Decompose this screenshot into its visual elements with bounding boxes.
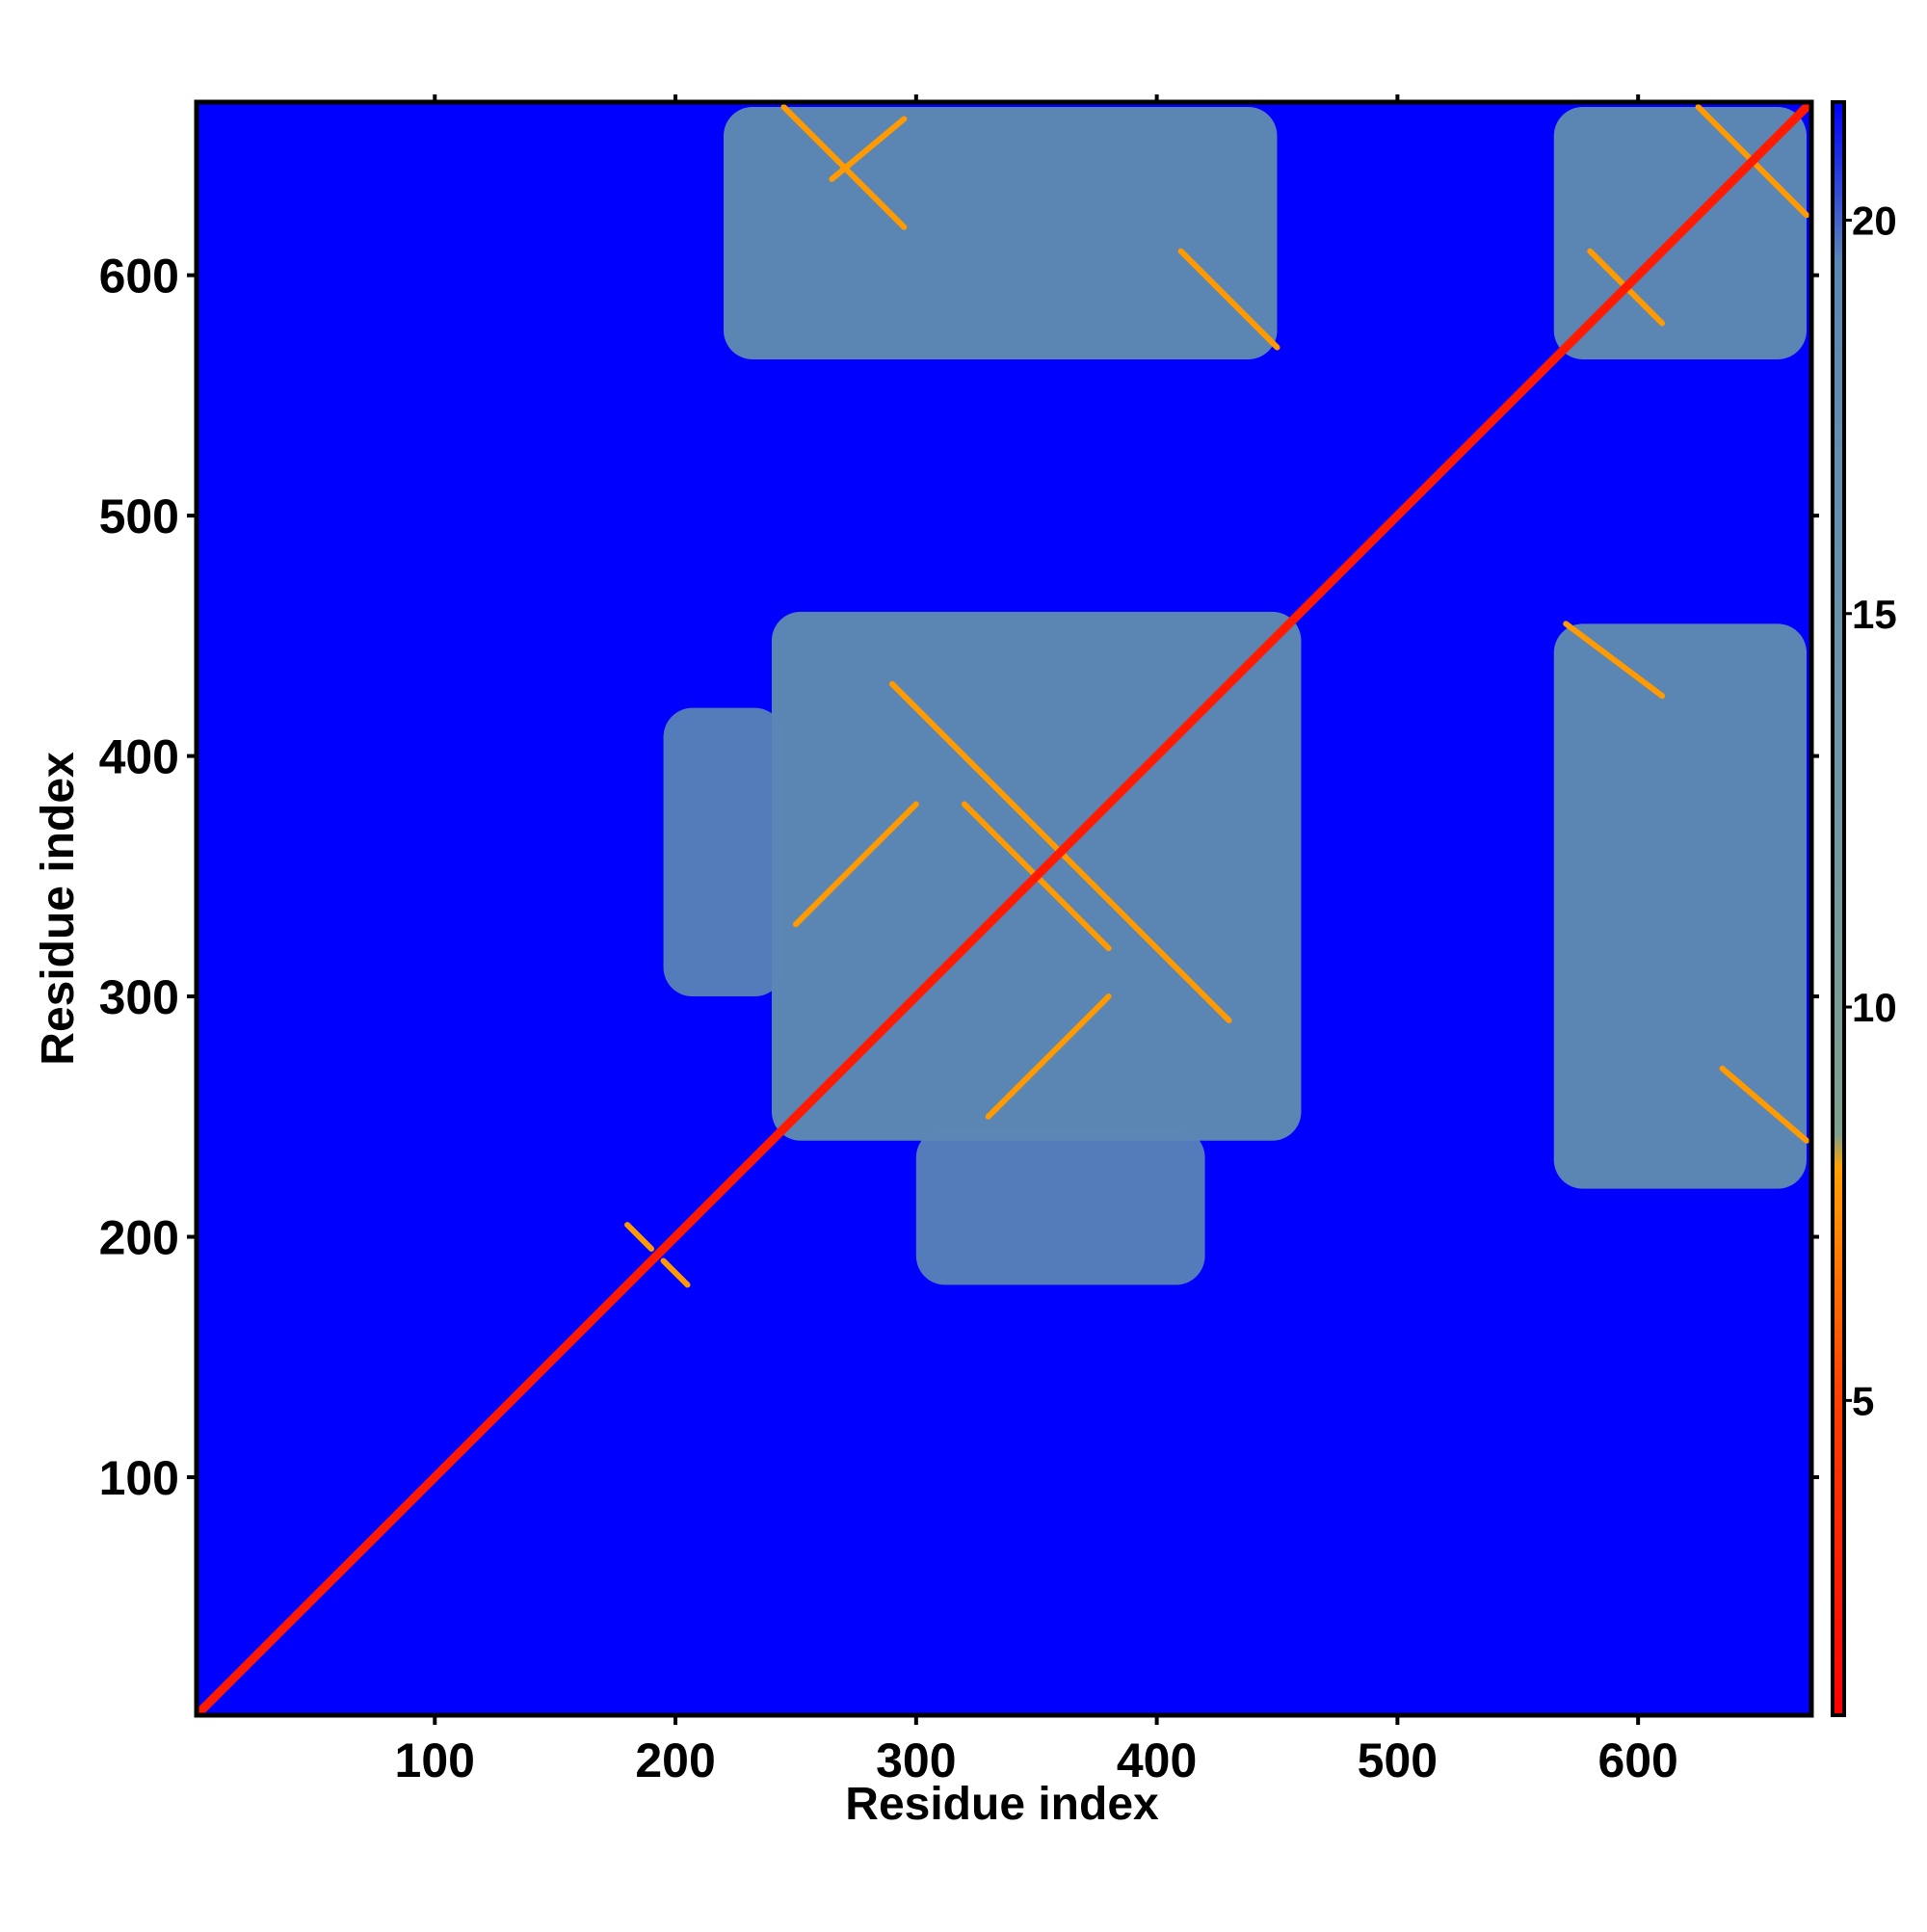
y-axis-label: Residue index [33, 752, 84, 1066]
plot-frame [194, 99, 1814, 1718]
colorbar-tick-label: 5 [1852, 1378, 1874, 1423]
heatmap-area [197, 102, 1811, 1715]
contact-region [663, 707, 784, 997]
contact-line [792, 801, 919, 928]
contact-region [1553, 623, 1808, 1189]
x-axis: 100 200 300 400 500 600 [395, 94, 1678, 1787]
x-axis-label: Residue index [845, 1779, 1159, 1830]
contact-line [660, 1257, 691, 1288]
contact-line [1719, 1065, 1810, 1144]
y-tick-label: 100 [99, 1451, 179, 1505]
y-tick-label: 400 [99, 730, 179, 784]
colorbar-tick-label: 10 [1852, 985, 1897, 1030]
colorbar-tick-label: 20 [1852, 198, 1897, 243]
y-tick-label: 300 [99, 970, 179, 1024]
x-tick-label: 500 [1358, 1734, 1438, 1787]
colorbar-scale [1831, 100, 1846, 1717]
contact-region [915, 1128, 1205, 1285]
contact-line [1563, 621, 1666, 700]
colorbar: 5 10 15 20 [1831, 100, 1897, 1717]
contact-line [1177, 248, 1280, 351]
colorbar-ticks: 5 10 15 20 [1844, 198, 1897, 1423]
diagonal-line [197, 102, 1811, 1715]
y-axis: 100 200 300 400 500 600 [99, 250, 1819, 1505]
contact-line [624, 1222, 655, 1253]
contact-region [724, 106, 1278, 359]
x-tick-label: 300 [876, 1734, 956, 1787]
x-tick-label: 200 [635, 1734, 715, 1787]
x-tick-label: 600 [1597, 1734, 1677, 1787]
y-tick-label: 600 [99, 250, 179, 304]
contact-line [985, 993, 1112, 1120]
colorbar-tick-label: 15 [1852, 592, 1897, 637]
x-tick-label: 400 [1117, 1734, 1197, 1787]
x-tick-label: 100 [395, 1734, 475, 1787]
y-tick-label: 200 [99, 1211, 179, 1265]
contact-line [829, 116, 908, 182]
y-tick-label: 500 [99, 490, 179, 543]
